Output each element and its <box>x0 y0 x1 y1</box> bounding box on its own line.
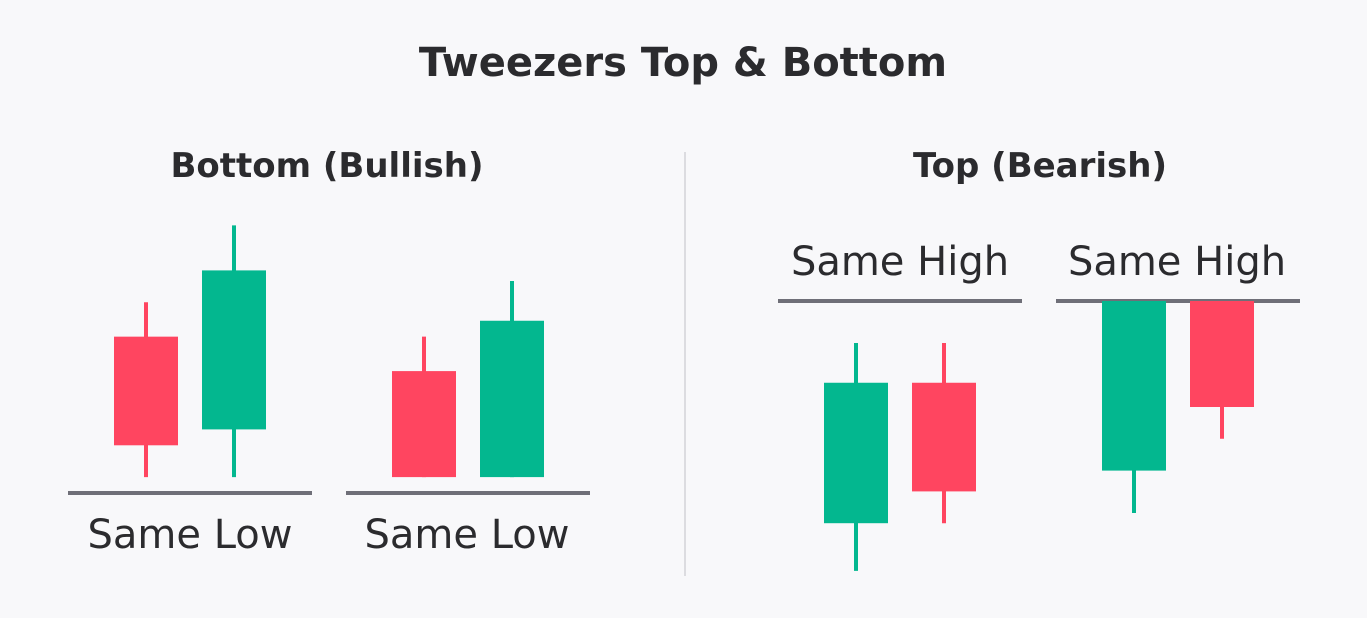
candlestick-bearish <box>912 343 976 524</box>
candlestick-bearish <box>114 302 178 478</box>
diagram-title: Tweezers Top & Bottom <box>419 40 947 86</box>
candlestick-bearish <box>392 336 456 478</box>
same-high-label: Same High <box>791 239 1009 285</box>
bottom-pattern-2: Same Low <box>346 281 590 558</box>
candle-body <box>480 320 544 478</box>
top-section-heading: Top (Bearish) <box>913 146 1167 186</box>
bottom-section-heading: Bottom (Bullish) <box>170 146 483 186</box>
candle-body <box>114 336 178 446</box>
candlestick-bullish <box>480 281 544 478</box>
top-pattern-1: Same High <box>778 239 1022 571</box>
same-low-label: Same Low <box>88 512 293 558</box>
same-low-label: Same Low <box>365 512 570 558</box>
candle-body <box>202 270 266 430</box>
candlestick-bearish <box>1190 301 1254 439</box>
bottom-pattern-1: Same Low <box>68 225 312 558</box>
candle-body <box>824 382 888 524</box>
candlestick-bullish <box>202 225 266 478</box>
candle-body <box>912 382 976 492</box>
candlestick-bullish <box>824 343 888 571</box>
candle-body <box>392 371 456 478</box>
top-pattern-2: Same High <box>1056 239 1300 513</box>
candlestick-bullish <box>1102 301 1166 513</box>
same-high-label: Same High <box>1068 239 1286 285</box>
candle-body <box>1102 301 1166 471</box>
candle-body <box>1190 301 1254 407</box>
